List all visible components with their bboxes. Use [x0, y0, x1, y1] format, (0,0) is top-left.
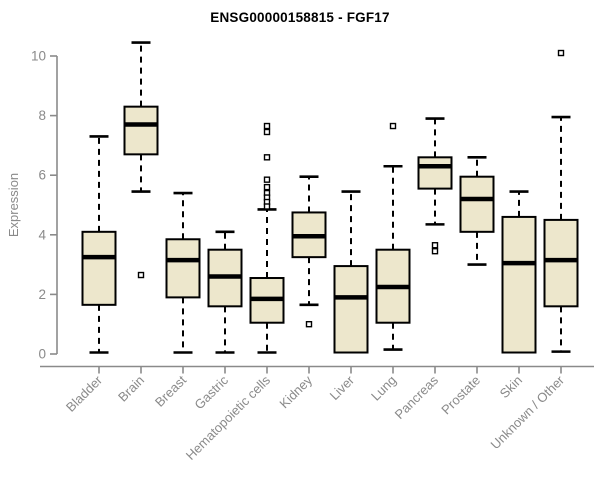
outlier-pancreas: [431, 242, 439, 249]
outlier-hematopoietic-cells: [263, 122, 271, 130]
x-tick-label: Brain: [115, 373, 147, 405]
outlier-brain: [137, 271, 145, 279]
box-breast: [165, 238, 201, 299]
box-liver: [333, 265, 369, 354]
y-tick-label: 4: [38, 227, 46, 242]
box-brain: [123, 105, 159, 156]
outlier-unknown-other: [557, 49, 565, 57]
x-tick-label: Lung: [368, 373, 399, 404]
x-tick-label: Gastric: [191, 372, 231, 412]
x-tick-label: Prostate: [438, 373, 483, 418]
x-tick-label: Skin: [497, 373, 525, 401]
outlier-hematopoietic-cells: [263, 176, 271, 183]
chart-title: ENSG00000158815 - FGF17: [210, 10, 390, 25]
outlier-hematopoietic-cells: [263, 203, 271, 210]
x-tick-label: Breast: [152, 372, 189, 409]
box-pancreas: [417, 156, 453, 190]
y-tick-label: 0: [38, 347, 46, 362]
box-skin: [501, 215, 537, 354]
x-tick-label: Pancreas: [392, 372, 442, 422]
y-tick-label: 6: [38, 168, 46, 183]
outlier-pancreas: [431, 247, 439, 255]
box-prostate: [459, 175, 495, 233]
x-tick-label: Liver: [327, 372, 358, 403]
x-tick-label: Kidney: [276, 372, 315, 411]
outlier-hematopoietic-cells: [263, 183, 271, 191]
outlier-kidney: [305, 321, 313, 328]
y-tick-label: 10: [31, 49, 46, 64]
box-unknown-other: [543, 218, 579, 308]
box-bladder: [81, 230, 117, 306]
outlier-hematopoietic-cells: [263, 128, 271, 136]
y-tick-label: 2: [38, 287, 46, 302]
x-tick-label: Bladder: [63, 372, 106, 415]
y-tick-label: 8: [38, 108, 46, 123]
outlier-lung: [389, 122, 397, 130]
x-tick-label: Unknown / Other: [488, 372, 568, 452]
outlier-hematopoietic-cells: [263, 154, 271, 161]
